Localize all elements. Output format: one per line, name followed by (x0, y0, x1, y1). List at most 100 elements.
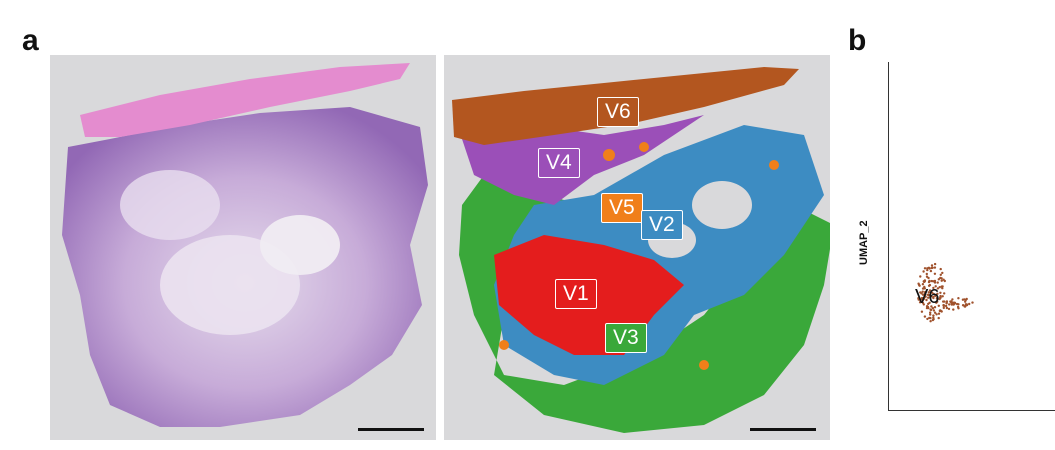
umap-point (921, 293, 925, 296)
region-label-v1: V1 (555, 279, 597, 309)
umap-point (939, 267, 942, 271)
umap-point (936, 287, 940, 290)
umap-point (938, 286, 941, 289)
umap-point (927, 291, 930, 294)
umap-point (922, 297, 926, 300)
umap-point (963, 305, 966, 308)
he-stained-tissue-icon (62, 63, 428, 427)
umap-v6-points (917, 262, 974, 323)
umap-point (957, 303, 960, 306)
pink-capsule (80, 63, 410, 137)
umap-point (941, 271, 944, 275)
umap-point (950, 300, 953, 303)
umap-point (936, 281, 939, 284)
umap-axes (888, 62, 1055, 411)
pale-area-3 (120, 170, 220, 240)
umap-point (937, 312, 941, 315)
umap-point (918, 301, 922, 304)
umap-point (941, 295, 944, 298)
umap-point (929, 308, 932, 311)
v5-spot (639, 142, 649, 152)
umap-point (942, 306, 945, 310)
he-tissue-image (50, 55, 436, 440)
region-label-v3: V3 (605, 323, 647, 353)
v5-spot (603, 149, 615, 161)
umap-y-axis-label: UMAP_2 (858, 220, 870, 265)
umap-scatter (917, 262, 974, 323)
umap-point (941, 285, 944, 288)
umap-point (929, 313, 932, 316)
umap-point (939, 273, 942, 276)
umap-point (925, 298, 928, 302)
umap-point (925, 272, 928, 276)
umap-point (937, 316, 940, 320)
umap-point (945, 306, 949, 310)
region-label-v4: V4 (538, 148, 580, 178)
v5-spot (769, 160, 779, 170)
umap-point (917, 297, 920, 300)
v5-spot (699, 360, 709, 370)
umap-point (939, 294, 942, 298)
umap-point (948, 303, 951, 306)
umap-point (939, 276, 942, 280)
umap-point (933, 272, 937, 275)
umap-point (957, 307, 960, 310)
umap-point (964, 300, 967, 303)
umap-point (919, 275, 922, 278)
umap-point (935, 313, 938, 316)
umap-point (928, 267, 931, 270)
region-label-v6: V6 (597, 97, 639, 127)
v5-spot (499, 340, 509, 350)
umap-point (919, 298, 922, 301)
umap-point (933, 279, 937, 283)
empty-area-1 (692, 181, 752, 229)
umap-cluster-label: V6 (915, 286, 940, 308)
umap-point (957, 297, 960, 300)
umap-point (923, 292, 927, 295)
umap-point (938, 309, 942, 312)
umap-point (922, 270, 925, 273)
umap-point (934, 285, 937, 288)
umap-point (930, 266, 933, 270)
umap-point (930, 305, 933, 308)
region-label-v5: V5 (601, 193, 643, 223)
pale-area-2 (260, 215, 340, 275)
umap-point (928, 294, 932, 297)
umap-point (932, 286, 935, 290)
umap-point (940, 279, 943, 282)
umap-point (947, 307, 951, 311)
umap-point (964, 298, 968, 301)
umap-point (919, 291, 922, 294)
pale-area-1 (160, 235, 300, 335)
scale-bar-he (358, 428, 424, 431)
umap-point (971, 301, 974, 304)
umap-point (923, 279, 927, 283)
umap-point (933, 306, 937, 309)
umap-point (964, 303, 968, 306)
umap-point (933, 311, 937, 314)
umap-point (936, 292, 939, 295)
umap-point (929, 320, 932, 323)
umap-point (932, 309, 936, 312)
umap-point (933, 262, 937, 266)
umap-point (942, 304, 946, 307)
scale-bar-spatial (750, 428, 816, 431)
umap-point (921, 290, 924, 293)
umap-point (934, 294, 937, 298)
umap-point (928, 279, 931, 283)
umap-point (951, 298, 954, 301)
umap-point (917, 282, 920, 285)
umap-point (952, 308, 955, 311)
umap-point (943, 300, 946, 303)
umap-point (933, 266, 937, 269)
umap-point (925, 275, 929, 278)
umap-point (930, 264, 934, 267)
umap-point (926, 305, 930, 309)
umap-point (932, 314, 935, 317)
umap-point (932, 292, 935, 296)
umap-point (927, 284, 931, 287)
umap-point (937, 304, 940, 307)
umap-point (939, 291, 942, 294)
umap-point (961, 298, 965, 301)
umap-point (920, 310, 924, 313)
